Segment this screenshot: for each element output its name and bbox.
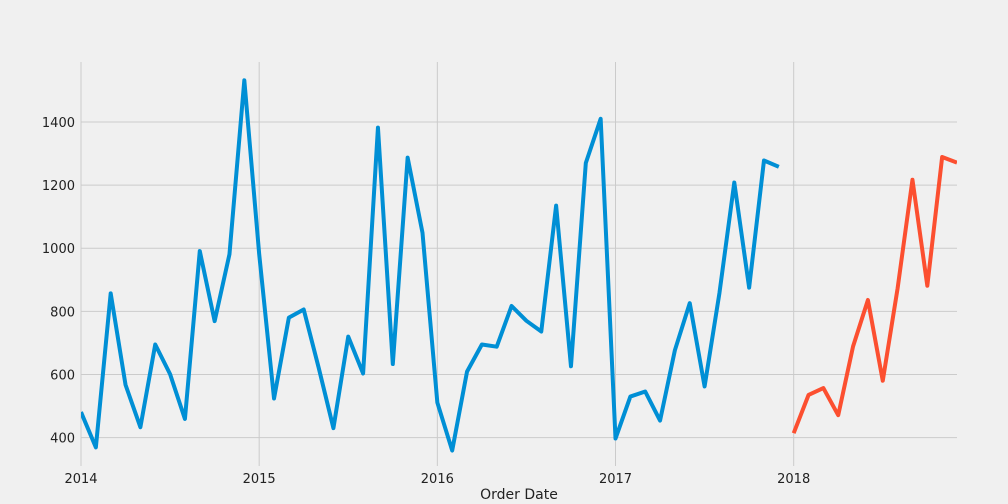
x-tick-label: 2015 (243, 472, 276, 487)
y-tick-label: 400 (50, 432, 75, 447)
y-tick-label: 1200 (42, 179, 75, 194)
x-axis-ticks: 2014 2015 2016 2017 2018 (64, 472, 810, 487)
y-axis-ticks: 400 600 800 1000 1200 1400 (42, 116, 75, 447)
x-axis-title: Order Date (480, 487, 558, 503)
series-lines (81, 78, 957, 453)
y-tick-label: 1400 (42, 116, 75, 131)
x-tick-label: 2014 (64, 472, 97, 487)
y-tick-label: 800 (50, 305, 75, 320)
forecast-series-line (791, 155, 957, 434)
x-tick-label: 2017 (599, 472, 632, 487)
x-tick-label: 2016 (421, 472, 454, 487)
observed-series-line (81, 78, 780, 453)
y-tick-label: 1000 (42, 242, 75, 257)
x-tick-label: 2018 (777, 472, 810, 487)
y-tick-label: 600 (50, 368, 75, 383)
